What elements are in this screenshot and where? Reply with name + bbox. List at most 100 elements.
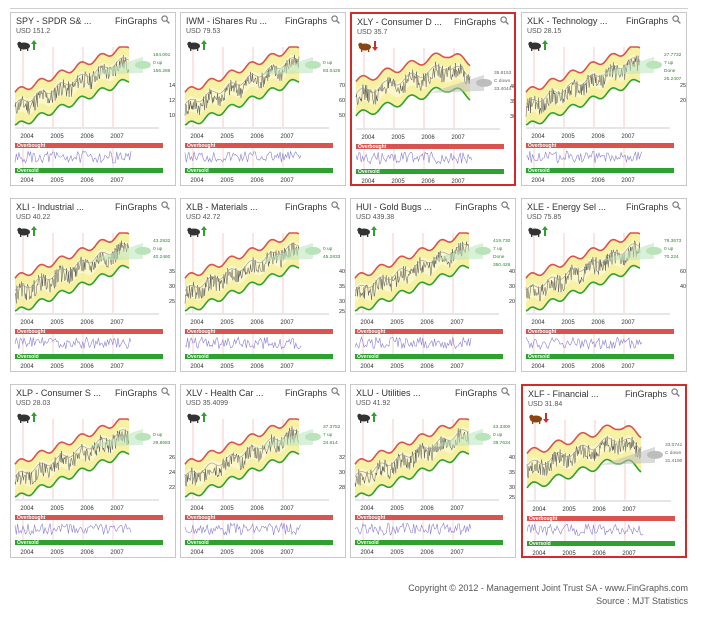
bull-icon bbox=[187, 412, 207, 423]
lower-band-line bbox=[184, 78, 300, 126]
zoom-icon[interactable] bbox=[331, 201, 340, 210]
callout-upper: 37.3752 bbox=[323, 424, 341, 430]
x-tick-label: 2007 bbox=[110, 550, 124, 556]
x-tick-label: 2006 bbox=[420, 550, 434, 556]
x-tick-label: 2004 bbox=[360, 506, 374, 512]
y-tick-label: 30 bbox=[339, 470, 345, 476]
chart-title: XLU - Utilities ... bbox=[356, 388, 421, 398]
x-tick-label: 2005 bbox=[220, 178, 234, 184]
chart-title: XLY - Consumer D ... bbox=[357, 17, 442, 27]
zoom-icon[interactable] bbox=[500, 16, 509, 25]
overbought-bar bbox=[526, 143, 674, 148]
upper-band-line bbox=[354, 418, 470, 465]
price-label: USD 42.72 bbox=[186, 214, 221, 221]
price-chart: 2004 2004 2005 2005 2006 2006 2007 2007 33.0741 C… bbox=[526, 420, 683, 556]
x-tick-label: 2007 bbox=[621, 320, 635, 326]
oversold-bar bbox=[15, 168, 163, 173]
projection-cone bbox=[89, 242, 143, 261]
brand-label: FinGraphs bbox=[284, 388, 327, 398]
chart-card-xlu[interactable]: XLU - Utilities ... FinGraphs USD 41.92 200… bbox=[350, 384, 516, 558]
overbought-label: Overbought bbox=[528, 143, 557, 149]
x-tick-label: 2007 bbox=[450, 320, 464, 326]
rsi-series bbox=[355, 151, 473, 165]
zoom-icon[interactable] bbox=[331, 387, 340, 396]
chart-card-iwm[interactable]: IWM - iShares Ru ... FinGraphs USD 79.53 20… bbox=[180, 12, 346, 186]
price-chart: 2004 2004 2005 2005 2006 2006 2007 2007 0 up 45.2… bbox=[184, 232, 345, 370]
bull-icon bbox=[357, 226, 377, 237]
zoom-icon[interactable] bbox=[501, 201, 510, 210]
zoom-icon[interactable] bbox=[671, 388, 680, 397]
zoom-icon[interactable] bbox=[161, 15, 170, 24]
x-tick-label: 2007 bbox=[621, 364, 635, 370]
projection-cone bbox=[89, 56, 143, 75]
y-tick-label: 400 bbox=[509, 269, 515, 275]
chart-card-hui[interactable]: HUI - Gold Bugs ... FinGraphs USD 439.38 20… bbox=[350, 198, 516, 372]
oversold-label: Oversold bbox=[529, 541, 551, 547]
bear-icon bbox=[529, 413, 549, 424]
callout-upper: 78.3673 bbox=[664, 238, 682, 244]
x-tick-label: 2006 bbox=[250, 320, 264, 326]
x-tick-label: 2007 bbox=[621, 178, 635, 184]
x-tick-label: 2004 bbox=[532, 507, 546, 513]
price-chart: 2004 2004 2005 2005 2006 2006 2007 2007 27.7732 7… bbox=[525, 46, 686, 184]
oversold-label: Oversold bbox=[528, 354, 550, 360]
zoom-icon[interactable] bbox=[672, 201, 681, 210]
x-tick-label: 2006 bbox=[592, 507, 606, 513]
x-tick-label: 2007 bbox=[280, 178, 294, 184]
chart-card-xlk[interactable]: XLK - Technology ... FinGraphs USD 28.15 20… bbox=[521, 12, 687, 186]
x-tick-label: 2004 bbox=[531, 134, 545, 140]
overbought-label: Overbought bbox=[357, 329, 386, 335]
x-tick-label: 2004 bbox=[361, 135, 375, 141]
x-tick-label: 2006 bbox=[591, 134, 605, 140]
chart-card-xlf[interactable]: XLF - Financial ... FinGraphs USD 31.84 200… bbox=[521, 384, 687, 558]
lower-band-line bbox=[525, 78, 641, 126]
x-tick-label: 2005 bbox=[50, 178, 64, 184]
x-tick-label: 2006 bbox=[250, 178, 264, 184]
chart-card-xle[interactable]: XLE - Energy Sel ... FinGraphs USD 75.85 20… bbox=[521, 198, 687, 372]
projection-bubble bbox=[305, 246, 321, 255]
chart-card-xlv[interactable]: XLV - Health Car ... FinGraphs USD 35.4099… bbox=[180, 384, 346, 558]
projection-bubble bbox=[475, 246, 491, 255]
chart-card-spy[interactable]: SPY - SPDR S& ... FinGraphs USD 151.2 2004 2… bbox=[10, 12, 176, 186]
oversold-bar bbox=[15, 540, 163, 545]
oversold-label: Oversold bbox=[17, 168, 39, 174]
upper-band-line bbox=[184, 46, 300, 93]
y-tick-label: 30 bbox=[169, 284, 175, 290]
callout-direction: C down bbox=[665, 450, 682, 456]
upper-band-line bbox=[525, 232, 641, 279]
overbought-label: Overbought bbox=[187, 143, 216, 149]
price-chart: 2004 2004 2005 2005 2006 2006 2007 2007 419.730 7… bbox=[354, 232, 515, 370]
chart-title: XLV - Health Car ... bbox=[186, 388, 264, 398]
price-label: USD 28.15 bbox=[527, 28, 562, 35]
x-tick-label: 2004 bbox=[190, 364, 204, 370]
brand-label: FinGraphs bbox=[114, 388, 157, 398]
zoom-icon[interactable] bbox=[161, 387, 170, 396]
chart-card-xli[interactable]: XLI - Industrial ... FinGraphs USD 40.22 20… bbox=[10, 198, 176, 372]
projection-cone bbox=[430, 74, 484, 93]
callout-lower: 33.4044 bbox=[494, 86, 512, 92]
callout-upper: 43.3300 bbox=[493, 424, 511, 430]
x-tick-label: 2004 bbox=[20, 506, 34, 512]
callout-extra: Done bbox=[664, 68, 676, 74]
upper-band-line bbox=[526, 424, 642, 455]
zoom-icon[interactable] bbox=[672, 15, 681, 24]
x-tick-label: 2006 bbox=[591, 178, 605, 184]
callout-lower: 70.224 bbox=[664, 254, 679, 260]
upper-band-line bbox=[14, 232, 130, 279]
price-chart: 2004 2004 2005 2005 2006 2006 2007 2007 35.8153 C… bbox=[355, 48, 514, 184]
chart-card-xlb[interactable]: XLB - Materials ... FinGraphs USD 42.72 200… bbox=[180, 198, 346, 372]
callout-lower: 83.0426 bbox=[323, 68, 341, 74]
callout-direction: 7 up bbox=[493, 246, 503, 252]
x-tick-label: 2004 bbox=[531, 178, 545, 184]
zoom-icon[interactable] bbox=[331, 15, 340, 24]
zoom-icon[interactable] bbox=[501, 387, 510, 396]
overbought-label: Overbought bbox=[357, 515, 386, 521]
bull-icon bbox=[357, 412, 377, 423]
oversold-label: Oversold bbox=[187, 354, 209, 360]
projection-cone bbox=[601, 446, 655, 465]
chart-card-xlp[interactable]: XLP - Consumer S ... FinGraphs USD 28.03 20… bbox=[10, 384, 176, 558]
chart-title: HUI - Gold Bugs ... bbox=[356, 202, 432, 212]
chart-card-xly[interactable]: XLY - Consumer D ... FinGraphs USD 35.7 200… bbox=[350, 12, 516, 186]
x-tick-label: 2004 bbox=[360, 550, 374, 556]
zoom-icon[interactable] bbox=[161, 201, 170, 210]
